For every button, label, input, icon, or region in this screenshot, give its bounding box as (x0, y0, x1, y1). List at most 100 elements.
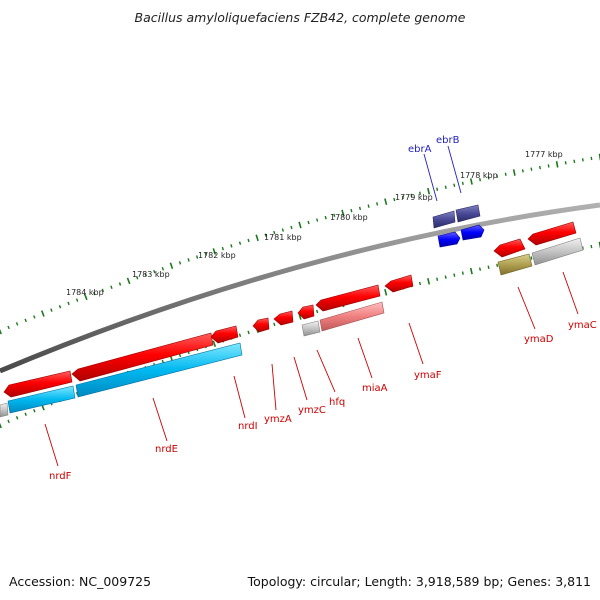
outer-ruler-minor-tick (238, 241, 242, 245)
outer-ruler-minor-tick (75, 298, 79, 302)
inner-ruler-minor-tick (247, 330, 250, 335)
outer-ruler-minor-tick (436, 187, 439, 191)
outer-ruler-major-tick (384, 198, 388, 205)
gene-nrdE-cds[interactable] (75, 342, 243, 398)
outer-ruler-minor-tick (418, 191, 422, 195)
outer-ruler-minor-tick (33, 315, 36, 319)
outer-ruler-minor-tick (178, 261, 182, 265)
inner-ruler-minor-tick (453, 273, 456, 277)
gene-hfq-cds[interactable] (301, 320, 321, 337)
gene-label-nrdE[interactable]: nrdE (155, 444, 178, 455)
leader-ymaC (562, 271, 579, 315)
inner-ruler-minor-tick (418, 281, 422, 286)
outer-ruler-minor-tick (573, 159, 576, 164)
leader-lines (44, 145, 579, 467)
outer-ruler-minor-tick (376, 202, 379, 206)
outer-ruler-minor-tick (410, 193, 413, 198)
gene-nrdE-feature[interactable] (71, 332, 214, 382)
inner-ruler-major-tick (469, 267, 473, 275)
outer-ruler-major-tick (255, 234, 259, 242)
leader-ebrA (423, 153, 438, 202)
outer-ruler-minor-tick (401, 195, 404, 200)
leader-ymaF (408, 322, 424, 365)
outer-ruler-minor-tick (273, 230, 276, 235)
gene-label-nrdI[interactable]: nrdI (238, 421, 258, 432)
gene-nrdF-feature[interactable] (3, 370, 73, 398)
outer-ruler-minor-tick (307, 220, 310, 225)
reverse-genes (0, 221, 584, 418)
outer-ruler-minor-tick (496, 174, 499, 178)
gene-nrdF-cds[interactable] (0, 402, 9, 418)
outer-ruler-minor-tick (290, 225, 293, 230)
outer-ruler-major-tick (555, 161, 559, 168)
gene-label-ebrA[interactable]: ebrA (408, 144, 432, 155)
leader-ebrB (447, 145, 462, 194)
gene-label-nrdF[interactable]: nrdF (49, 471, 72, 482)
kbp-label-1783: 1783 kbp (132, 270, 170, 279)
outer-ruler-major-tick (0, 328, 2, 335)
outer-ruler-major-tick (83, 293, 88, 301)
gene-nrdF-cds-cyan[interactable] (7, 385, 76, 414)
inner-ruler-major-tick (0, 422, 2, 429)
outer-ruler-minor-tick (110, 285, 113, 289)
leader-nrdF (44, 423, 59, 467)
inner-ruler-minor-tick (33, 408, 36, 413)
gene-label-ymzC[interactable]: ymzC (298, 405, 326, 416)
outer-ruler-minor-tick (547, 164, 550, 168)
genome-summary-text: Topology: circular; Length: 3,918,589 bp… (247, 574, 591, 589)
inner-ruler-minor-tick (487, 265, 490, 269)
leader-ymzA (271, 363, 277, 411)
gene-ymaC-cds[interactable] (531, 237, 584, 266)
inner-ruler-minor-tick (496, 263, 499, 268)
outer-ruler-minor-tick (581, 158, 584, 162)
gene-label-ymaD[interactable]: ymaD (524, 334, 554, 345)
outer-ruler-minor-tick (504, 172, 507, 176)
leader-nrdI (233, 375, 246, 419)
outer-ruler-minor-tick (521, 169, 524, 173)
outer-ruler-minor-tick (333, 213, 336, 217)
gene-label-ebrB[interactable]: ebrB (436, 135, 460, 146)
gene-ebrB-feature[interactable] (455, 204, 481, 223)
gene-ymzA-feature[interactable] (252, 317, 270, 333)
inner-ruler-minor-tick (178, 353, 182, 358)
gene-ymaD-feature[interactable] (493, 238, 526, 258)
outer-ruler-minor-tick (187, 258, 190, 262)
outer-ruler-minor-tick (161, 266, 165, 271)
inner-ruler-minor-tick (273, 322, 276, 327)
leader-ymaD (517, 286, 536, 330)
gene-label-ymaF[interactable]: ymaF (414, 370, 442, 381)
gene-hfq-feature[interactable] (297, 304, 315, 320)
gene-ymaF-feature[interactable] (384, 274, 414, 293)
gene-ymaD-cds[interactable] (497, 253, 533, 276)
outer-ruler-minor-tick (281, 228, 284, 232)
gene-label-miaA[interactable]: miaA (362, 383, 388, 394)
gene-ymzC-feature[interactable] (273, 310, 294, 326)
inner-ruler-minor-tick (15, 416, 19, 420)
kbp-label-1781: 1781 kbp (264, 233, 302, 242)
kbp-label-1784: 1784 kbp (66, 288, 104, 297)
outer-ruler-minor-tick (135, 276, 139, 280)
outer-ruler-minor-tick (324, 215, 327, 220)
gene-ebrA-blue-feature[interactable] (437, 231, 461, 248)
inner-ruler-minor-tick (590, 244, 593, 249)
gene-label-ymaC[interactable]: ymaC (568, 320, 597, 331)
gene-ebrB-blue-feature[interactable] (460, 224, 485, 241)
kbp-label-1782: 1782 kbp (198, 251, 236, 260)
inner-ruler-major-tick (212, 340, 217, 348)
outer-ruler-minor-tick (195, 255, 199, 259)
inner-ruler-minor-tick (444, 275, 447, 279)
gene-miaA-feature[interactable] (315, 284, 381, 312)
inner-ruler-minor-tick (24, 412, 27, 416)
gene-miaA-cds[interactable] (319, 301, 385, 332)
outer-ruler-minor-tick (247, 238, 250, 243)
outer-ruler-major-tick (512, 169, 516, 176)
accession-text: Accession: NC_009725 (9, 574, 152, 589)
gene-nrdI-feature[interactable] (210, 325, 239, 344)
outer-ruler-minor-tick (444, 185, 447, 189)
gene-ymaC-feature[interactable] (527, 221, 577, 246)
gene-ebrA-feature[interactable] (432, 210, 456, 229)
gene-label-hfq[interactable]: hfq (329, 397, 345, 408)
inner-ruler-minor-tick (461, 271, 464, 275)
gene-label-ymzA[interactable]: ymzA (264, 414, 292, 425)
